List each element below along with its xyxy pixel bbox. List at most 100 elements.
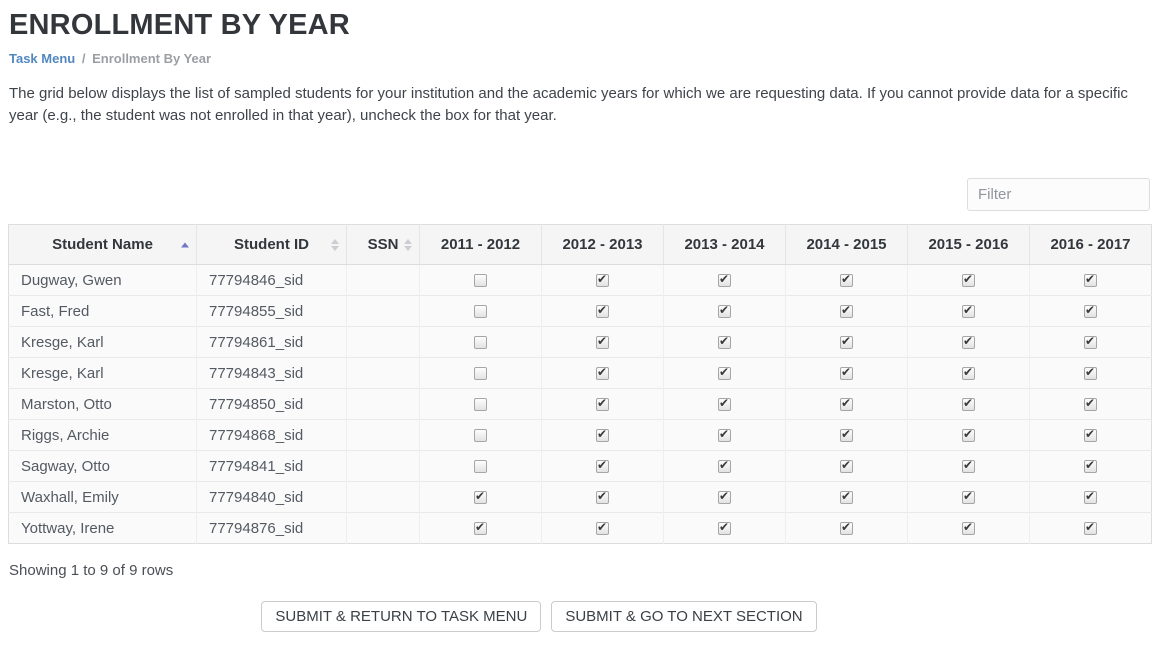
ssn-cell xyxy=(346,450,420,482)
year-cell xyxy=(541,481,664,513)
year-cell xyxy=(1029,295,1152,327)
year-cell xyxy=(1029,419,1152,451)
year-cell xyxy=(785,450,908,482)
year-checkbox-y2015_2016-row2[interactable] xyxy=(962,303,975,319)
year-cell xyxy=(907,295,1030,327)
year-checkbox-y2013_2014-row3[interactable] xyxy=(718,334,731,350)
year-checkbox-y2011_2012-row4[interactable] xyxy=(474,367,487,381)
year-checkbox-y2016_2017-row6[interactable] xyxy=(1084,427,1097,443)
year-checkbox-y2014_2015-row7[interactable] xyxy=(840,458,853,474)
year-cell xyxy=(663,295,786,327)
year-checkbox-y2016_2017-row4[interactable] xyxy=(1084,365,1097,381)
year-cell xyxy=(785,357,908,389)
year-checkbox-y2013_2014-row2[interactable] xyxy=(718,303,731,319)
year-checkbox-y2016_2017-row3[interactable] xyxy=(1084,334,1097,350)
year-checkbox-y2011_2012-row9[interactable] xyxy=(474,520,487,536)
year-checkbox-y2016_2017-row1[interactable] xyxy=(1084,272,1097,288)
year-checkbox-y2012_2013-row4[interactable] xyxy=(596,365,609,381)
year-checkbox-y2014_2015-row4[interactable] xyxy=(840,365,853,381)
year-checkbox-y2016_2017-row9[interactable] xyxy=(1084,520,1097,536)
year-checkbox-y2012_2013-row3[interactable] xyxy=(596,334,609,350)
year-cell xyxy=(541,450,664,482)
year-checkbox-y2011_2012-row1[interactable] xyxy=(474,274,487,288)
year-checkbox-y2012_2013-row6[interactable] xyxy=(596,427,609,443)
table-row: Marston, Otto 77794850_sid xyxy=(8,388,1152,420)
year-cell xyxy=(907,357,1030,389)
col-header-ssn[interactable]: SSN xyxy=(346,224,420,265)
table-row: Yottway, Irene 77794876_sid xyxy=(8,512,1152,544)
year-cell xyxy=(907,264,1030,296)
student-name-cell: Marston, Otto xyxy=(8,388,197,420)
table-row: Kresge, Karl 77794861_sid xyxy=(8,326,1152,358)
year-checkbox-y2012_2013-row8[interactable] xyxy=(596,489,609,505)
year-checkbox-y2014_2015-row6[interactable] xyxy=(840,427,853,443)
year-checkbox-y2013_2014-row8[interactable] xyxy=(718,489,731,505)
student-name-cell: Riggs, Archie xyxy=(8,419,197,451)
submit-return-task-menu-button[interactable]: SUBMIT & RETURN TO TASK MENU xyxy=(261,601,542,632)
col-header-student-id[interactable]: Student ID xyxy=(196,224,347,265)
year-checkbox-y2012_2013-row9[interactable] xyxy=(596,520,609,536)
year-checkbox-y2014_2015-row2[interactable] xyxy=(840,303,853,319)
year-checkbox-y2014_2015-row1[interactable] xyxy=(840,272,853,288)
year-checkbox-y2011_2012-row7[interactable] xyxy=(474,460,487,474)
ssn-cell xyxy=(346,264,420,296)
year-checkbox-y2013_2014-row6[interactable] xyxy=(718,427,731,443)
year-checkbox-y2013_2014-row1[interactable] xyxy=(718,272,731,288)
year-checkbox-y2014_2015-row8[interactable] xyxy=(840,489,853,505)
year-checkbox-y2011_2012-row8[interactable] xyxy=(474,489,487,505)
year-checkbox-y2012_2013-row1[interactable] xyxy=(596,272,609,288)
year-checkbox-y2014_2015-row9[interactable] xyxy=(840,520,853,536)
col-header-student-name[interactable]: Student Name xyxy=(8,224,197,265)
year-checkbox-y2012_2013-row5[interactable] xyxy=(596,396,609,412)
year-cell xyxy=(907,419,1030,451)
year-cell xyxy=(663,357,786,389)
year-checkbox-y2016_2017-row5[interactable] xyxy=(1084,396,1097,412)
year-checkbox-y2015_2016-row6[interactable] xyxy=(962,427,975,443)
year-checkbox-y2013_2014-row9[interactable] xyxy=(718,520,731,536)
year-checkbox-y2011_2012-row6[interactable] xyxy=(474,429,487,443)
year-checkbox-y2011_2012-row5[interactable] xyxy=(474,398,487,412)
student-id-cell: 77794841_sid xyxy=(196,450,347,482)
year-checkbox-y2015_2016-row9[interactable] xyxy=(962,520,975,536)
student-id-cell: 77794861_sid xyxy=(196,326,347,358)
ssn-cell xyxy=(346,419,420,451)
year-checkbox-y2012_2013-row2[interactable] xyxy=(596,303,609,319)
year-checkbox-y2015_2016-row5[interactable] xyxy=(962,396,975,412)
year-checkbox-y2015_2016-row4[interactable] xyxy=(962,365,975,381)
year-cell xyxy=(541,512,664,544)
year-cell xyxy=(419,264,542,296)
year-checkbox-y2012_2013-row7[interactable] xyxy=(596,458,609,474)
breadcrumb-link-task-menu[interactable]: Task Menu xyxy=(9,51,76,66)
year-cell xyxy=(1029,450,1152,482)
year-checkbox-y2014_2015-row3[interactable] xyxy=(840,334,853,350)
year-cell xyxy=(663,326,786,358)
year-checkbox-y2016_2017-row7[interactable] xyxy=(1084,458,1097,474)
year-cell xyxy=(785,419,908,451)
year-checkbox-y2015_2016-row7[interactable] xyxy=(962,458,975,474)
enrollment-page: ENROLLMENT BY YEAR Task Menu / Enrollmen… xyxy=(0,0,1161,632)
year-checkbox-y2013_2014-row4[interactable] xyxy=(718,365,731,381)
year-cell xyxy=(1029,264,1152,296)
year-checkbox-y2011_2012-row2[interactable] xyxy=(474,305,487,319)
year-checkbox-y2016_2017-row2[interactable] xyxy=(1084,303,1097,319)
year-checkbox-y2015_2016-row8[interactable] xyxy=(962,489,975,505)
student-id-cell: 77794855_sid xyxy=(196,295,347,327)
year-checkbox-y2015_2016-row3[interactable] xyxy=(962,334,975,350)
page-description: The grid below displays the list of samp… xyxy=(9,85,1128,124)
year-checkbox-y2013_2014-row5[interactable] xyxy=(718,396,731,412)
student-name-cell: Sagway, Otto xyxy=(8,450,197,482)
sort-both-icon xyxy=(331,238,339,251)
year-cell xyxy=(541,388,664,420)
filter-input[interactable] xyxy=(967,178,1150,211)
year-cell xyxy=(541,295,664,327)
col-header-label: SSN xyxy=(367,236,399,253)
submit-next-section-button[interactable]: SUBMIT & GO TO NEXT SECTION xyxy=(551,601,817,632)
year-checkbox-y2015_2016-row1[interactable] xyxy=(962,272,975,288)
year-cell xyxy=(541,264,664,296)
year-checkbox-y2013_2014-row7[interactable] xyxy=(718,458,731,474)
col-header-label: Student Name xyxy=(52,236,153,253)
year-checkbox-y2016_2017-row8[interactable] xyxy=(1084,489,1097,505)
year-cell xyxy=(419,326,542,358)
year-checkbox-y2011_2012-row3[interactable] xyxy=(474,336,487,350)
year-checkbox-y2014_2015-row5[interactable] xyxy=(840,396,853,412)
